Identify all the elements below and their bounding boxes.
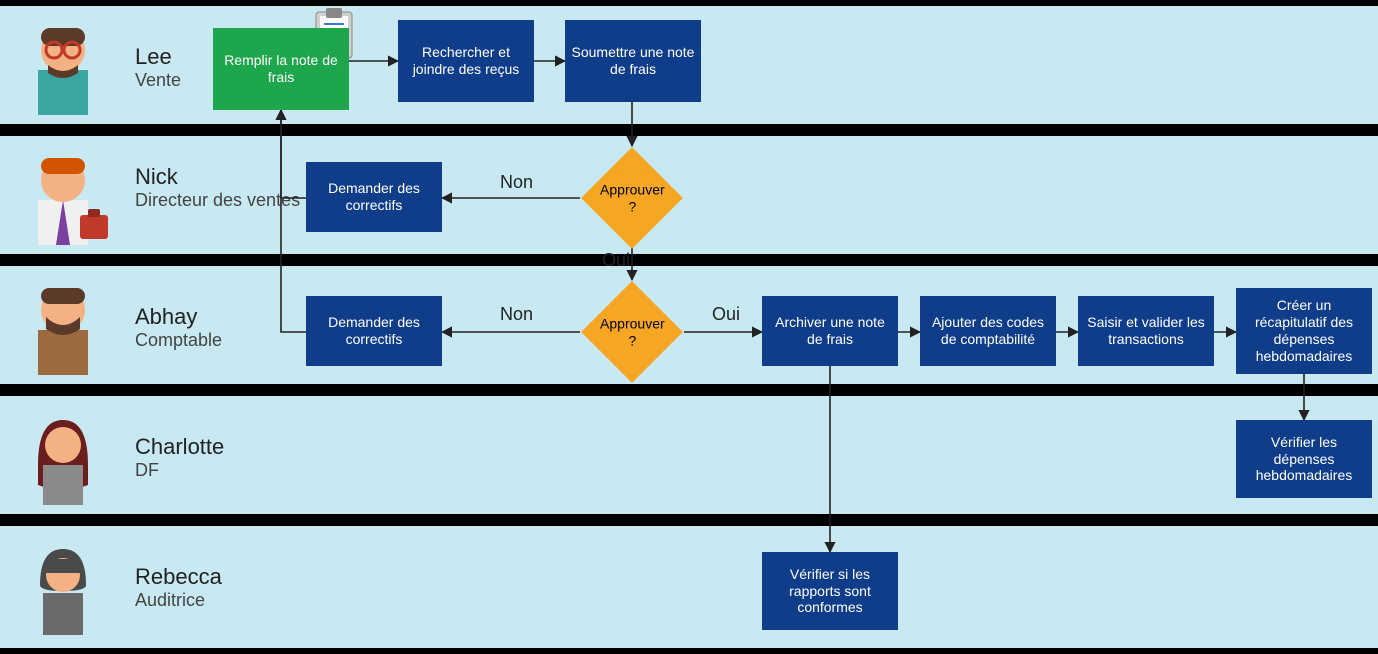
avatar-abhay [18,275,108,375]
flow-node-n_archive: Archiver une note de frais [762,296,898,366]
flow-node-n_verifyrep: Vérifier si les rapports sont conformes [762,552,898,630]
lane-label-nick: Nick Directeur des ventes [135,164,300,211]
edge-label-n_approve1-n_approve2: Oui [602,250,630,271]
lane-name: Lee [135,44,181,70]
flow-node-n_fix2: Demander des correctifs [306,296,442,366]
flow-node-n_trans: Saisir et valider les transactions [1078,296,1214,366]
lane-role: DF [135,460,224,481]
flow-node-label: Approuver ? [600,315,665,349]
flow-node-n_fix1: Demander des correctifs [306,162,442,232]
lane-role: Vente [135,70,181,91]
lane-name: Charlotte [135,434,224,460]
flow-node-n_recap: Créer un récapitulatif des dépenses hebd… [1236,288,1372,374]
avatar-charlotte [18,405,108,505]
lane-label-abhay: Abhay Comptable [135,304,222,351]
edge-label-n_approve2-n_archive: Oui [712,304,740,325]
lane-charlotte: Charlotte DF [0,390,1378,520]
lane-name: Nick [135,164,300,190]
lane-role: Auditrice [135,590,222,611]
lane-label-rebecca: Rebecca Auditrice [135,564,222,611]
edge-label-n_approve1-n_fix1: Non [500,172,533,193]
flow-node-n_submit: Soumettre une note de frais [565,20,701,102]
lane-name: Abhay [135,304,222,330]
flow-node-n_codes: Ajouter des codes de comptabilité [920,296,1056,366]
lane-rebecca: Rebecca Auditrice [0,520,1378,654]
flow-node-n_verifydep: Vérifier les dépenses hebdomadaires [1236,420,1372,498]
lane-label-charlotte: Charlotte DF [135,434,224,481]
lane-name: Rebecca [135,564,222,590]
lane-role: Directeur des ventes [135,190,300,211]
avatar-nick [18,145,108,245]
flow-node-label: Approuver ? [600,181,665,215]
flow-node-n_fill: Remplir la note de frais [213,28,349,110]
edge-label-n_approve2-n_fix2: Non [500,304,533,325]
avatar-lee [18,15,108,115]
avatar-rebecca [18,535,108,635]
lane-label-lee: Lee Vente [135,44,181,91]
lane-nick: Nick Directeur des ventes [0,130,1378,260]
flow-node-n_search: Rechercher et joindre des reçus [398,20,534,102]
lane-role: Comptable [135,330,222,351]
